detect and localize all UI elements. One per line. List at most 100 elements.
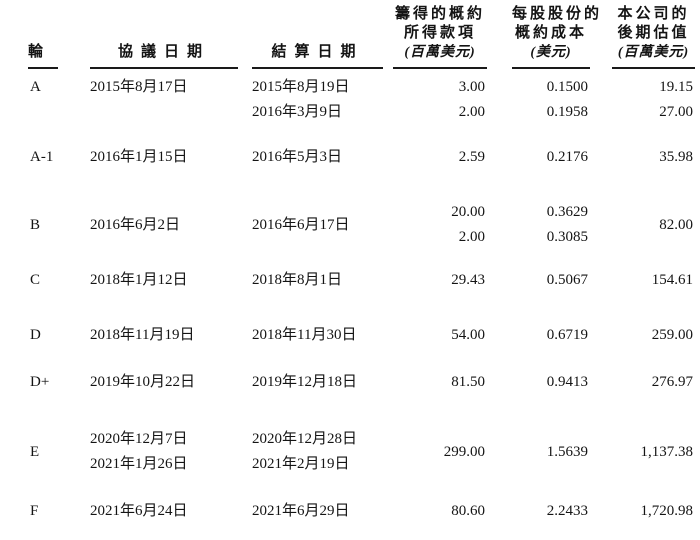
round-cell: B	[28, 200, 90, 250]
cost-per-share-cell: 0.9413	[487, 370, 590, 395]
cost-per-share-cell: 1.5639	[487, 427, 590, 477]
proceeds-cell: 81.50	[393, 370, 487, 395]
settlement-date-cell: 2016年5月3日	[252, 145, 393, 170]
header-valuation-line2: 後期估值	[617, 25, 690, 41]
table-row: F 2021年6月24日 2021年6月29日 80.60 2.2433 1,7…	[28, 499, 700, 524]
valuation-value: 27.00	[659, 104, 693, 120]
settlement-date-cell: 2018年8月1日	[252, 268, 393, 293]
agreement-value: 2020年12月7日	[90, 431, 188, 447]
header-col-cost-per-share: 每股股份的 概約成本 (美元)	[487, 5, 603, 69]
settlement-date-cell: 2018年11月30日	[252, 323, 393, 348]
agreement-value: 2021年1月26日	[90, 456, 188, 472]
valuation-cell: 82.00	[590, 200, 695, 250]
cost-per-share-cell: 0.6719	[487, 323, 590, 348]
cost-per-share-cell: 0.1500 0.1958	[487, 75, 590, 125]
agreement-date-cell: 2021年6月24日	[90, 499, 252, 524]
settlement-date-cell: 2020年12月28日 2021年2月19日	[252, 427, 393, 477]
round-value: A-1	[30, 149, 54, 165]
header-col-settlement-date: 結算日期	[252, 43, 393, 69]
agreement-value: 2021年6月24日	[90, 503, 188, 519]
valuation-value: 1,137.38	[640, 443, 694, 460]
table-body: A 2015年8月17日 2015年8月19日 2016年3月9日 3.00 2.0…	[28, 75, 700, 524]
agreement-value: 2018年1月12日	[90, 272, 188, 288]
proceeds-cell: 54.00	[393, 323, 487, 348]
proceeds-value: 2.59	[458, 149, 485, 165]
cost-value: 0.6719	[546, 327, 588, 343]
header-valuation: 本公司的 後期估值 (百萬美元)	[612, 5, 695, 69]
header-valuation-unit: (百萬美元)	[617, 45, 690, 60]
round-value: D+	[30, 374, 50, 390]
proceeds-value: 81.50	[451, 374, 485, 390]
header-cost-line2: 概約成本	[514, 25, 587, 41]
table-row: D 2018年11月19日 2018年11月30日 54.00 0.6719 2…	[28, 323, 700, 348]
header-col-valuation: 本公司的 後期估值 (百萬美元)	[590, 5, 695, 69]
settlement-value: 2015年8月19日	[252, 79, 350, 95]
header-settlement-date-label: 結算日期	[271, 44, 364, 60]
proceeds-value: 299.00	[443, 443, 485, 460]
round-value: E	[30, 443, 40, 460]
round-cell: E	[28, 427, 90, 477]
proceeds-value: 3.00	[458, 79, 485, 95]
proceeds-value: 2.00	[458, 104, 485, 120]
valuation-value: 82.00	[659, 216, 693, 233]
round-value: F	[30, 503, 39, 519]
proceeds-value: 54.00	[451, 327, 485, 343]
valuation-value: 35.98	[659, 149, 693, 165]
header-round: 輪	[28, 43, 58, 69]
round-value: B	[30, 216, 41, 233]
proceeds-value: 20.00	[451, 204, 485, 220]
cost-per-share-cell: 0.5067	[487, 268, 590, 293]
table-header: 輪 協議日期 結算日期 籌得的概約 所得款項 (百萬美元) 每股股份的 概約成本	[28, 5, 700, 69]
valuation-value: 154.61	[651, 272, 693, 288]
cost-value: 0.1500	[546, 79, 588, 95]
agreement-date-cell: 2016年6月2日	[90, 200, 252, 250]
settlement-date-cell: 2019年12月18日	[252, 370, 393, 395]
agreement-value: 2016年1月15日	[90, 149, 188, 165]
proceeds-value: 80.60	[451, 503, 485, 519]
header-proceeds-unit: (百萬美元)	[404, 45, 476, 60]
round-cell: D+	[28, 370, 90, 395]
round-value: A	[30, 79, 41, 95]
settlement-date-cell: 2021年6月29日	[252, 499, 393, 524]
round-cell: D	[28, 323, 90, 348]
cost-value: 1.5639	[546, 443, 588, 460]
header-settlement-date: 結算日期	[252, 43, 383, 69]
cost-value: 2.2433	[546, 503, 588, 519]
settlement-value: 2018年11月30日	[252, 327, 357, 343]
proceeds-cell: 29.43	[393, 268, 487, 293]
round-value: C	[30, 272, 41, 288]
header-proceeds-line2: 所得款項	[403, 25, 476, 41]
settlement-value: 2021年2月19日	[252, 456, 350, 472]
header-cost-line1: 每股股份的	[512, 6, 603, 22]
settlement-value: 2016年6月17日	[252, 216, 350, 233]
cost-value: 0.2176	[546, 149, 588, 165]
valuation-cell: 1,137.38	[590, 427, 695, 477]
header-agreement-date: 協議日期	[90, 43, 238, 69]
valuation-cell: 1,720.98	[590, 499, 695, 524]
settlement-value: 2019年12月18日	[252, 374, 358, 390]
proceeds-cell: 80.60	[393, 499, 487, 524]
valuation-cell: 19.15 27.00	[590, 75, 695, 125]
agreement-date-cell: 2016年1月15日	[90, 145, 252, 170]
valuation-cell: 35.98	[590, 145, 695, 170]
cost-per-share-cell: 0.2176	[487, 145, 590, 170]
cost-per-share-cell: 2.2433	[487, 499, 590, 524]
header-col-agreement-date: 協議日期	[90, 43, 252, 69]
table-row: E 2020年12月7日 2021年1月26日 2020年12月28日 2021年2…	[28, 427, 700, 477]
header-col-proceeds: 籌得的概約 所得款項 (百萬美元)	[393, 5, 487, 69]
settlement-value: 2018年8月1日	[252, 272, 343, 288]
valuation-cell: 259.00	[590, 323, 695, 348]
header-round-label: 輪	[28, 44, 44, 60]
header-cost-per-share: 每股股份的 概約成本 (美元)	[512, 5, 603, 69]
settlement-date-cell: 2016年6月17日	[252, 200, 393, 250]
proceeds-cell: 20.00 2.00	[393, 200, 487, 250]
valuation-value: 259.00	[651, 327, 693, 343]
table-row: C 2018年1月12日 2018年8月1日 29.43 0.5067 154.…	[28, 268, 700, 293]
header-agreement-date-label: 協議日期	[117, 44, 210, 60]
header-valuation-line1: 本公司的	[617, 6, 690, 22]
agreement-value: 2015年8月17日	[90, 79, 188, 95]
agreement-value: 2019年10月22日	[90, 374, 196, 390]
header-proceeds-line1: 籌得的概約	[394, 6, 485, 22]
cost-value: 0.3629	[546, 204, 588, 220]
